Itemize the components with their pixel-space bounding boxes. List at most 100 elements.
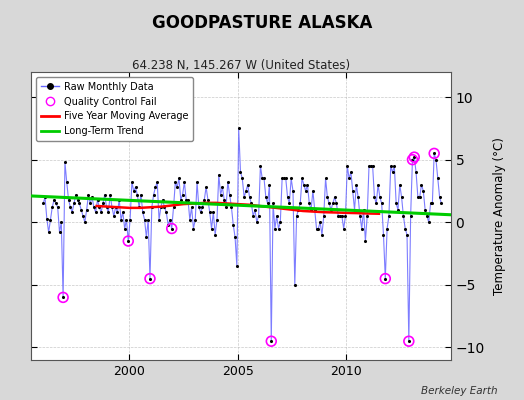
Point (59, 294, 67, 300)
Point (419, 188, 428, 194)
Point (146, 276, 154, 282)
Point (224, 179, 232, 185)
Point (247, 200, 256, 207)
Point (421, 206, 429, 213)
Point (387, 163, 395, 169)
Point (124, 238, 133, 244)
Point (341, 213, 350, 219)
Point (193, 179, 201, 185)
Point (267, 338, 276, 344)
Point (260, 175, 268, 182)
Point (118, 209, 127, 216)
Point (437, 200, 445, 207)
Point (81, 219, 89, 226)
Point (377, 200, 386, 207)
Point (106, 192, 114, 198)
Point (62, 179, 71, 185)
Point (327, 206, 335, 213)
Point (204, 196, 212, 203)
Point (93, 196, 102, 203)
Point (372, 200, 380, 207)
Point (151, 184, 160, 190)
Point (97, 209, 105, 216)
Point (202, 184, 210, 190)
Point (359, 206, 368, 213)
Point (285, 200, 293, 207)
Point (75, 200, 84, 207)
Point (307, 206, 315, 213)
Point (435, 194, 444, 200)
Point (209, 209, 217, 216)
Point (198, 204, 206, 210)
Point (311, 206, 319, 213)
Point (158, 196, 167, 203)
Point (408, 156, 417, 163)
Point (275, 225, 283, 232)
Point (175, 175, 183, 182)
Point (325, 200, 333, 207)
Point (244, 182, 252, 188)
Point (77, 206, 85, 213)
Point (379, 232, 388, 238)
Point (314, 225, 322, 232)
Point (50, 196, 58, 203)
Point (381, 276, 389, 282)
Point (56, 229, 64, 236)
Point (291, 282, 299, 288)
Point (368, 163, 377, 169)
Point (64, 196, 73, 203)
Point (42, 215, 51, 222)
Point (272, 213, 281, 219)
Point (381, 276, 389, 282)
Point (365, 163, 373, 169)
Text: Berkeley Earth: Berkeley Earth (421, 386, 498, 396)
Point (269, 200, 277, 207)
Point (312, 225, 321, 232)
Point (185, 216, 194, 223)
Point (48, 204, 57, 210)
Point (149, 192, 158, 198)
Point (251, 206, 259, 213)
Point (376, 194, 384, 200)
Point (90, 204, 98, 210)
Point (351, 206, 359, 213)
Point (142, 234, 150, 240)
Point (57, 219, 66, 226)
Point (316, 219, 324, 226)
Point (405, 338, 413, 344)
Point (423, 213, 431, 219)
Point (227, 204, 236, 210)
Point (253, 219, 261, 226)
Point (135, 204, 144, 210)
Point (303, 182, 312, 188)
Point (168, 225, 176, 232)
Point (292, 213, 301, 219)
Point (46, 216, 54, 223)
Point (357, 225, 366, 232)
Point (412, 169, 420, 175)
Point (331, 194, 339, 200)
Point (231, 234, 239, 240)
Point (225, 192, 234, 198)
Point (208, 225, 216, 232)
Point (430, 150, 439, 156)
Point (417, 182, 425, 188)
Point (184, 196, 192, 203)
Point (138, 209, 147, 216)
Point (281, 175, 290, 182)
Point (92, 209, 100, 216)
Point (99, 200, 107, 207)
Point (39, 200, 47, 207)
Point (164, 222, 172, 228)
Point (318, 232, 326, 238)
Point (68, 209, 77, 216)
Point (160, 204, 169, 210)
Point (122, 216, 130, 223)
Point (213, 216, 221, 223)
Point (52, 200, 60, 207)
Point (256, 163, 265, 169)
Point (336, 213, 344, 219)
Point (337, 213, 346, 219)
Point (108, 204, 116, 210)
Point (407, 213, 415, 219)
